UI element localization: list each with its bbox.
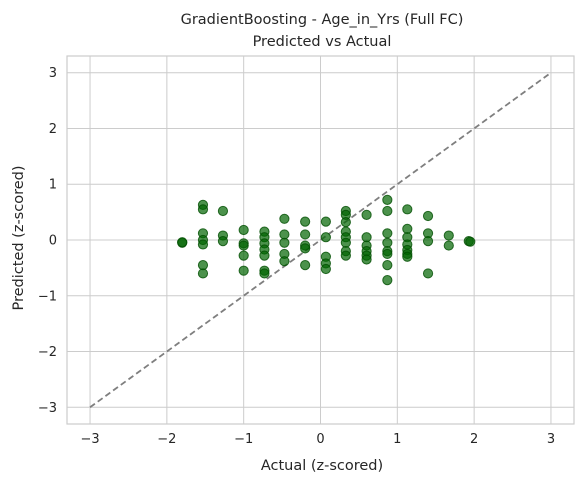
data-point: [259, 268, 270, 279]
data-point: [402, 251, 413, 262]
data-point: [279, 213, 290, 224]
data-point: [361, 232, 372, 243]
y-tick-label: −3: [38, 401, 57, 416]
data-point: [402, 223, 413, 234]
y-tick-label: −1: [38, 289, 57, 304]
data-point: [238, 250, 249, 261]
y-tick-label: 0: [49, 234, 57, 249]
data-point: [238, 240, 249, 251]
data-point: [382, 194, 393, 205]
plot-frame: [66, 55, 575, 425]
data-points: [177, 194, 476, 286]
data-point: [300, 243, 311, 254]
data-point: [300, 259, 311, 271]
x-tick-label: 1: [393, 432, 401, 447]
data-point: [197, 259, 209, 271]
y-tick-labels: −3 −2 −1 0 1 2 3: [38, 66, 57, 416]
data-point: [238, 265, 249, 276]
data-point: [300, 216, 311, 227]
data-point: [422, 268, 434, 279]
data-point: [361, 209, 372, 221]
data-point: [279, 237, 290, 248]
data-point: [340, 250, 351, 261]
data-point: [382, 259, 393, 271]
data-point: [422, 236, 434, 247]
data-point: [279, 256, 290, 267]
x-tick-label: −2: [157, 432, 176, 447]
data-point: [443, 230, 454, 241]
y-axis-label: Predicted (z-scored): [11, 166, 27, 311]
data-point: [382, 228, 393, 239]
data-point: [465, 236, 476, 247]
data-point: [177, 237, 188, 248]
x-tick-label: 0: [316, 432, 324, 447]
data-point: [279, 229, 290, 240]
data-point: [402, 204, 413, 215]
data-point: [217, 205, 229, 217]
y-tick-label: 2: [49, 122, 57, 137]
data-point: [259, 250, 270, 261]
data-point: [382, 237, 393, 248]
chart-subtitle: Predicted vs Actual: [253, 34, 392, 50]
data-point: [197, 239, 209, 250]
x-tick-label: −1: [234, 432, 253, 447]
data-point: [217, 236, 229, 247]
data-point: [320, 232, 331, 243]
x-tick-label: −3: [80, 432, 99, 447]
chart-title: GradientBoosting - Age_in_Yrs (Full FC): [181, 12, 464, 28]
y-tick-label: 3: [49, 66, 57, 81]
data-point: [300, 229, 311, 240]
data-point: [382, 248, 393, 260]
data-point: [382, 275, 393, 286]
data-point: [320, 263, 331, 275]
data-point: [197, 268, 209, 279]
x-tick-label: 2: [470, 432, 478, 447]
data-point: [197, 204, 209, 215]
data-point: [422, 210, 434, 222]
data-point: [238, 224, 249, 236]
data-point: [361, 254, 372, 265]
x-tick-labels: −3 −2 −1 0 1 2 3: [80, 432, 555, 447]
data-point: [340, 217, 351, 228]
y-tick-label: 1: [49, 178, 57, 193]
data-point: [340, 237, 351, 248]
data-point: [443, 240, 454, 251]
data-point: [382, 205, 393, 217]
y-tick-label: −2: [38, 345, 57, 360]
x-tick-label: 3: [547, 432, 555, 447]
data-point: [320, 216, 331, 227]
x-axis-label: Actual (z-scored): [261, 458, 383, 474]
